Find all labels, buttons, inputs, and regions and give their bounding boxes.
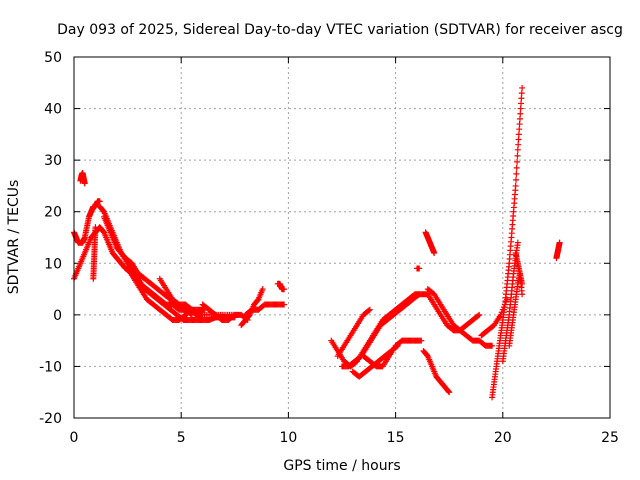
y-tick-label: 20: [44, 205, 62, 221]
series-track-t: [414, 265, 423, 272]
data-point: [513, 170, 520, 177]
data-point: [366, 306, 373, 313]
data-point: [365, 307, 372, 314]
data-point: [259, 286, 266, 293]
y-tick-label: 30: [44, 153, 62, 169]
data-point: [517, 105, 524, 112]
data-point: [516, 121, 523, 128]
data-point: [514, 158, 521, 165]
series-track-h: [156, 275, 202, 318]
y-tick-label: 10: [44, 256, 62, 272]
data-point: [519, 291, 526, 298]
data-point: [519, 84, 526, 91]
data-point: [188, 311, 195, 318]
data-point: [519, 280, 526, 287]
data-point: [281, 301, 288, 308]
series-track-r: [420, 347, 453, 396]
data-point: [515, 141, 522, 148]
series-track-b: [71, 198, 103, 246]
x-tick-label: 0: [70, 430, 79, 446]
data-point: [489, 342, 496, 349]
data-points: [71, 84, 563, 401]
data-point: [416, 265, 423, 272]
series-track-s: [422, 229, 438, 256]
series-track-l: [274, 280, 288, 293]
data-point: [92, 224, 99, 231]
series-track-aa: [553, 239, 563, 262]
data-point: [517, 110, 524, 117]
data-point: [513, 176, 520, 183]
data-point: [81, 180, 88, 187]
y-axis-ticks: -20 -10 0 10 20 30 40 50: [39, 50, 610, 427]
data-point: [194, 310, 201, 317]
data-point: [475, 312, 482, 319]
data-point: [516, 115, 523, 122]
data-point: [518, 100, 525, 107]
y-tick-label: -20: [39, 411, 62, 427]
series-track-u: [424, 286, 496, 349]
series-track-q: [360, 337, 425, 370]
x-axis-label: GPS time / hours: [283, 458, 400, 474]
data-point: [476, 311, 483, 318]
data-point: [418, 337, 425, 344]
y-tick-label: 40: [44, 102, 62, 118]
data-point: [518, 95, 525, 102]
data-point: [415, 292, 422, 299]
series-track-k: [242, 301, 288, 318]
y-axis-label: SDTVAR / TECUs: [6, 180, 22, 295]
data-point: [514, 239, 521, 246]
data-point: [556, 239, 563, 246]
series-track-d: [90, 224, 99, 282]
data-point: [515, 131, 522, 138]
data-point: [514, 146, 521, 153]
series-track-z: [512, 249, 526, 287]
data-point: [281, 286, 288, 293]
y-tick-label: 50: [44, 50, 62, 66]
x-tick-label: 5: [177, 430, 186, 446]
x-tick-label: 10: [279, 430, 297, 446]
data-point: [195, 311, 202, 318]
data-point: [518, 90, 525, 97]
y-tick-label: 0: [53, 308, 62, 324]
data-point: [446, 389, 453, 396]
data-point: [514, 152, 521, 159]
series-track-w: [489, 84, 526, 401]
data-point: [431, 249, 438, 256]
data-point: [515, 136, 522, 143]
x-tick-label: 25: [601, 430, 619, 446]
data-point: [513, 164, 520, 171]
data-point: [96, 198, 103, 205]
data-point: [445, 388, 452, 395]
chart-title: Day 093 of 2025, Sidereal Day-to-day VTE…: [57, 22, 623, 38]
data-point: [416, 291, 423, 298]
data-point: [516, 126, 523, 133]
series-track-n: [334, 306, 373, 360]
x-axis-ticks: 0 5 10 15 20 25: [70, 57, 619, 446]
data-point: [512, 182, 519, 189]
series-track-c: [77, 170, 88, 187]
x-tick-label: 20: [494, 430, 512, 446]
y-tick-label: -10: [39, 359, 62, 375]
plot-frame: [73, 56, 611, 419]
x-tick-label: 15: [387, 430, 405, 446]
